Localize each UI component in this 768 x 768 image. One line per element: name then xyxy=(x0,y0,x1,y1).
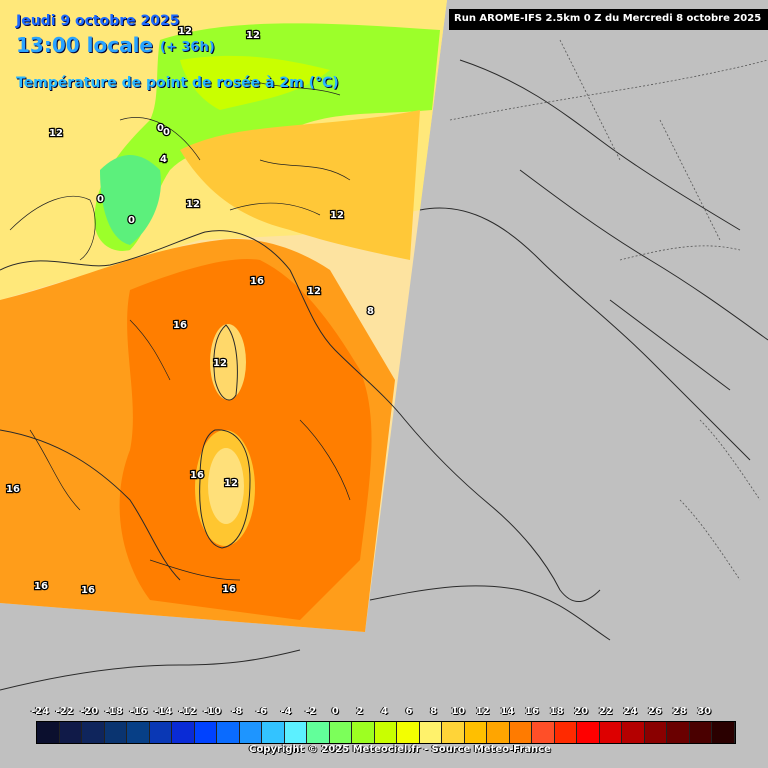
contour-label: 12 xyxy=(213,358,227,369)
legend-color-cell xyxy=(419,722,442,743)
legend-tick-label: 22 xyxy=(598,706,613,717)
legend-tick-label: 4 xyxy=(380,706,388,717)
contour-label: 12 xyxy=(178,26,192,37)
contour-label: 16 xyxy=(34,581,48,592)
legend-tick-label: 0 xyxy=(331,706,339,717)
legend-tick-label: -8 xyxy=(231,706,243,717)
coastlines xyxy=(0,59,768,691)
legend-tick-label: -4 xyxy=(280,706,292,717)
contour-label: 12 xyxy=(307,286,321,297)
contour-label: 0 xyxy=(157,123,164,134)
contour-lines xyxy=(9,79,351,581)
forecast-domain xyxy=(0,0,447,632)
contour-label: 12 xyxy=(49,128,63,139)
legend-tick-label: 16 xyxy=(525,706,539,717)
legend-color-cell xyxy=(644,722,667,743)
contour-label: 16 xyxy=(250,276,264,287)
legend-color-cell xyxy=(59,722,82,743)
legend-color-cell xyxy=(352,722,375,743)
legend-color-cell xyxy=(239,722,262,743)
legend-color-bar xyxy=(36,721,736,744)
legend-tick-label: 30 xyxy=(697,706,712,717)
legend-color-cell xyxy=(464,722,487,743)
legend-color-cell xyxy=(104,722,127,743)
forecast-time: 13:00 locale xyxy=(16,33,153,57)
legend-tick-label: -22 xyxy=(55,706,74,717)
legend-color-cell xyxy=(577,722,600,743)
legend-color-cell xyxy=(397,722,420,743)
contour-label: 16 xyxy=(81,585,95,596)
legend-color-cell xyxy=(329,722,352,743)
legend-color-cell xyxy=(374,722,397,743)
forecast-date: Jeudi 9 octobre 2025 xyxy=(16,13,180,29)
borders xyxy=(449,39,768,581)
contour-label: 8 xyxy=(367,306,374,317)
legend-tick-labels: -24 -22 -20 -18 -16 -14 -12 -10 -8 -6 -4 -2 0 2 4 6 8 10 1… xyxy=(31,706,738,718)
contour-label: 16 xyxy=(190,470,204,481)
contour-label: 12 xyxy=(330,210,344,221)
contour-label: 4 xyxy=(160,154,167,165)
legend-tick-label: 10 xyxy=(451,706,466,717)
contour-label: 12 xyxy=(186,199,200,210)
legend-color-cell xyxy=(217,722,240,743)
contour-label: 16 xyxy=(173,320,187,331)
legend-color-cell xyxy=(149,722,172,743)
legend-tick-label: 6 xyxy=(405,706,413,717)
contour-label: 0 xyxy=(97,194,104,205)
legend-tick-label: -6 xyxy=(255,706,267,717)
legend-tick-label: -16 xyxy=(129,706,148,717)
contour-label: 0 xyxy=(163,127,170,138)
legend-color-cell xyxy=(307,722,330,743)
legend-tick-label: -12 xyxy=(178,706,197,717)
legend-color-cell xyxy=(622,722,645,743)
copyright-notice: Copyright © 2025 Meteociel.fr - Source M… xyxy=(249,744,551,755)
legend-tick-label: 8 xyxy=(430,706,438,717)
legend-color-cell xyxy=(509,722,532,743)
contour-label: 16 xyxy=(222,584,236,595)
legend-color-cell xyxy=(262,722,285,743)
contour-label-group: 12 12 0 4 0 0 0 12 12 16 12 16 12 8 12 1… xyxy=(5,25,376,598)
legend-tick-label: 28 xyxy=(672,706,687,717)
legend-tick-label: 2 xyxy=(356,706,364,717)
legend-color-cell xyxy=(172,722,195,743)
legend-tick-label: 24 xyxy=(623,706,638,717)
legend-tick-label: -10 xyxy=(203,706,222,717)
legend-color-cell xyxy=(712,722,735,743)
legend-color-cell xyxy=(487,722,510,743)
legend-tick-label: 20 xyxy=(574,706,589,717)
legend-tick-label: 12 xyxy=(475,706,490,717)
contour-label: 0 xyxy=(128,215,135,226)
legend-color-cell xyxy=(599,722,622,743)
legend-color-cell xyxy=(127,722,150,743)
contour-label: 16 xyxy=(6,484,20,495)
legend-color-cell xyxy=(442,722,465,743)
forecast-lead-time: (+ 36h) xyxy=(160,40,215,55)
legend-color-cell xyxy=(37,722,60,743)
legend-tick-label: -2 xyxy=(305,706,317,717)
run-info-banner: Run AROME-IFS 2.5km 0 Z du Mercredi 8 oc… xyxy=(449,9,768,30)
legend-tick-label: -18 xyxy=(104,706,123,717)
legend-tick-label: -24 xyxy=(30,706,50,717)
legend-tick-label: -14 xyxy=(153,706,173,717)
legend-tick-label: 14 xyxy=(500,706,515,717)
legend-color-cell xyxy=(689,722,712,743)
contour-label: 12 xyxy=(224,478,238,489)
legend-tick-label: 18 xyxy=(549,706,564,717)
contour-label: 12 xyxy=(246,30,260,41)
legend-tick-label: 26 xyxy=(648,706,662,717)
legend-color-cell xyxy=(82,722,105,743)
parameter-title: Température de point de rosée à 2m (°C) xyxy=(16,75,339,91)
legend-color-cell xyxy=(667,722,690,743)
legend-color-cell xyxy=(532,722,555,743)
legend-color-cell xyxy=(554,722,577,743)
legend-color-cell xyxy=(194,722,217,743)
legend-tick-label: -20 xyxy=(80,706,99,717)
legend-color-cell xyxy=(284,722,307,743)
